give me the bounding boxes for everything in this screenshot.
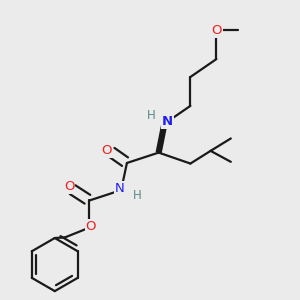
- Text: N: N: [115, 182, 124, 195]
- Text: O: O: [211, 24, 222, 37]
- Text: H: H: [147, 109, 156, 122]
- Text: O: O: [85, 220, 96, 233]
- Text: H: H: [133, 189, 141, 202]
- Text: O: O: [101, 144, 112, 158]
- Text: O: O: [64, 180, 74, 194]
- Text: N: N: [162, 115, 173, 128]
